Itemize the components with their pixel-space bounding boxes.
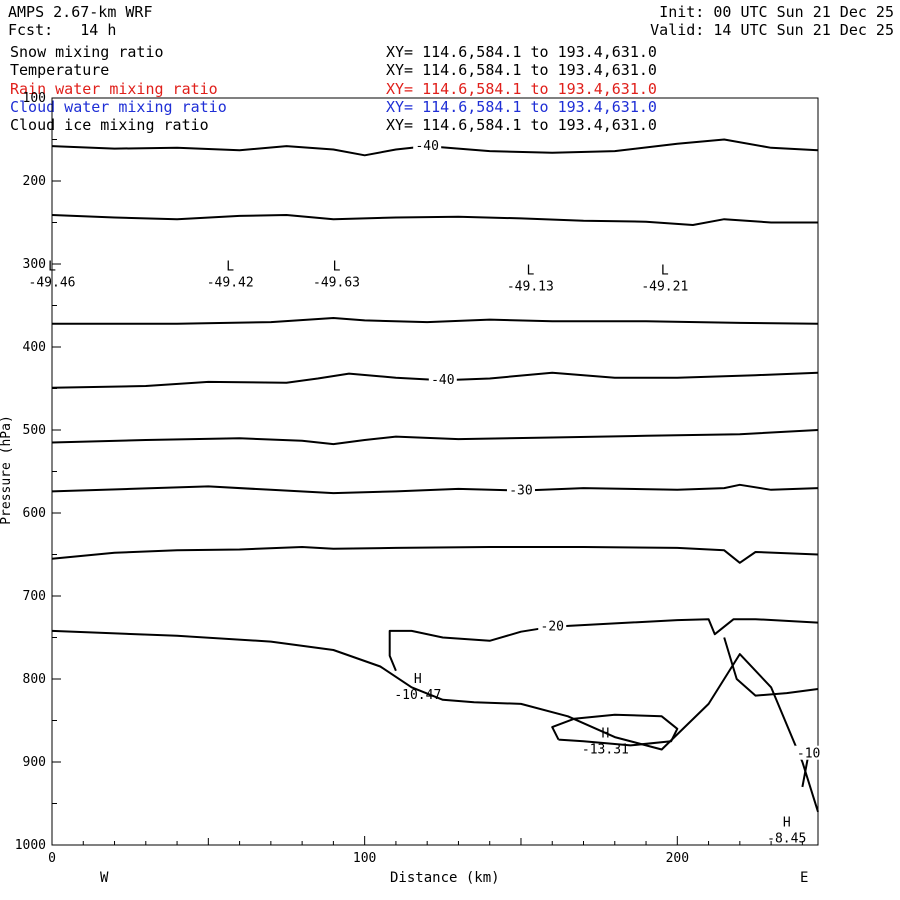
high-marker: H [783, 816, 791, 831]
forecast-hour: Fcst: 14 h [8, 21, 117, 39]
contour-label: -10 [797, 747, 820, 762]
field-name-snow: Snow mixing ratio [10, 43, 164, 61]
plot-frame [51, 97, 819, 846]
low-marker: L [48, 259, 56, 274]
extremum-value: -8.45 [767, 832, 806, 847]
model-title: AMPS 2.67-km WRF [8, 3, 153, 21]
contour-label: -40 [431, 373, 454, 388]
x-tick-label: 100 [353, 851, 376, 866]
field-name-cloud-water: Cloud water mixing ratio [10, 98, 227, 116]
extremum-value: -10.47 [394, 688, 441, 703]
temperature-contour [723, 637, 819, 697]
field-xy-temperature: XY= 114.6,584.1 to 193.4,631.0 [386, 61, 657, 79]
temperature-contour [51, 214, 818, 226]
contour-label: -40 [415, 139, 438, 154]
temperature-contour [51, 429, 819, 446]
low-marker: L [226, 259, 234, 274]
field-xy-cloud-ice: XY= 114.6,584.1 to 193.4,631.0 [386, 116, 657, 134]
temperature-contour [51, 546, 819, 564]
temperature-contour [388, 618, 819, 672]
y-tick-label: 1000 [15, 838, 46, 853]
high-marker: H [601, 727, 609, 742]
valid-time: Valid: 14 UTC Sun 21 Dec 25 [650, 21, 894, 39]
field-name-temperature: Temperature [10, 61, 110, 79]
east-label: E [800, 870, 809, 886]
extremum-value: -49.46 [29, 275, 76, 290]
field-xy-snow: XY= 114.6,584.1 to 193.4,631.0 [386, 43, 657, 61]
y-tick-label: 500 [23, 423, 46, 438]
contour-label-bg [794, 745, 823, 760]
high-marker: H [414, 672, 422, 687]
y-tick-label: 400 [23, 340, 46, 355]
contour-label-bg [538, 618, 567, 633]
y-tick-label: 600 [23, 506, 46, 521]
y-tick-label: 700 [23, 589, 46, 604]
field-name-rain: Rain water mixing ratio [10, 80, 218, 98]
low-marker: L [333, 259, 341, 274]
temperature-contour [51, 371, 819, 389]
y-tick-label: 300 [23, 257, 46, 272]
west-label: W [100, 870, 109, 886]
field-xy-rain: XY= 114.6,584.1 to 193.4,631.0 [386, 80, 657, 98]
x-tick-label: 0 [48, 851, 56, 866]
extremum-value: -49.63 [313, 275, 360, 290]
init-time: Init: 00 UTC Sun 21 Dec 25 [659, 3, 894, 21]
x-tick-label: 200 [666, 851, 689, 866]
extremum-value: -49.13 [507, 280, 554, 295]
y-tick-label: 100 [23, 91, 46, 106]
extremum-value: -13.31 [582, 743, 629, 758]
x-axis-label: Distance (km) [390, 870, 500, 886]
extremum-value: -49.42 [207, 275, 254, 290]
field-name-cloud-ice: Cloud ice mixing ratio [10, 116, 209, 134]
contour-label: -30 [509, 484, 532, 499]
low-marker: L [661, 264, 669, 279]
y-axis-label: Pressure (hPa) [0, 415, 14, 525]
temperature-contour [51, 629, 819, 813]
contour-label: -20 [541, 620, 564, 635]
temperature-contour [52, 317, 819, 325]
y-tick-label: 900 [23, 755, 46, 770]
contour-label-bg [506, 482, 535, 497]
low-marker: L [526, 264, 534, 279]
contour-label-bg [428, 372, 457, 387]
y-tick-label: 800 [23, 672, 46, 687]
field-xy-cloud-water: XY= 114.6,584.1 to 193.4,631.0 [386, 98, 657, 116]
extremum-value: -49.21 [641, 280, 688, 295]
y-tick-label: 200 [23, 174, 46, 189]
temperature-contour [51, 483, 819, 495]
contour-label-bg [413, 138, 442, 153]
temperature-contour [51, 138, 819, 157]
temperature-contour [551, 713, 679, 747]
